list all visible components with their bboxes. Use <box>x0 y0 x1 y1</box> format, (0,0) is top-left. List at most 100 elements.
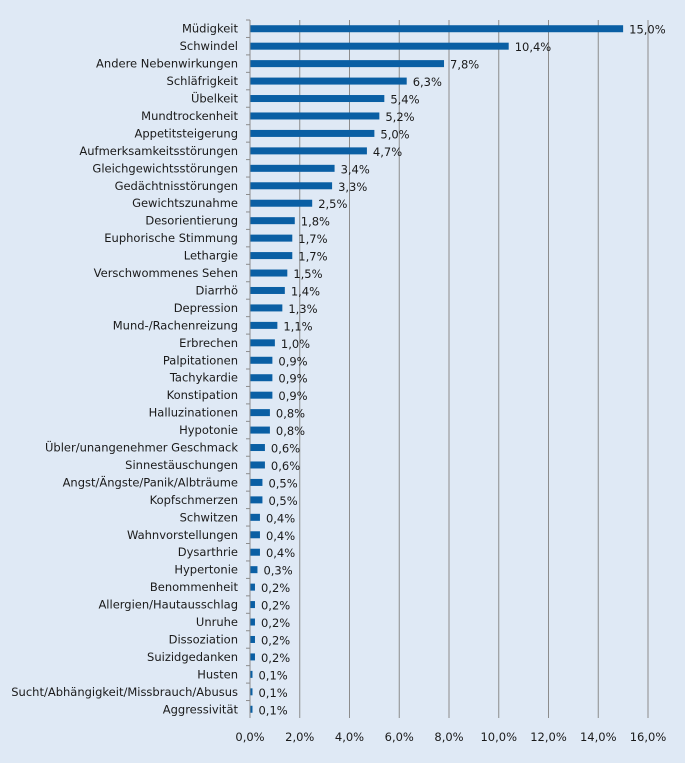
bar <box>250 129 375 137</box>
bar <box>250 409 270 417</box>
value-label: 0,9% <box>278 372 307 386</box>
value-label: 15,0% <box>629 23 666 37</box>
category-label: Müdigkeit <box>182 22 239 36</box>
value-label: 0,2% <box>261 581 290 595</box>
category-label: Aggressivität <box>163 702 239 716</box>
bar <box>250 601 255 609</box>
bar <box>250 444 265 452</box>
bar <box>250 199 313 207</box>
value-label: 1,5% <box>293 267 322 281</box>
category-label: Übelkeit <box>191 90 239 106</box>
value-label: 0,4% <box>266 511 295 525</box>
value-label: 5,0% <box>380 127 409 141</box>
bar <box>250 182 333 190</box>
category-label: Appetitsteigerung <box>134 126 238 140</box>
value-label: 1,0% <box>281 337 310 351</box>
category-label: Benommenheit <box>150 580 239 594</box>
category-label: Konstipation <box>167 388 238 402</box>
value-label: 0,5% <box>268 476 297 490</box>
bar <box>250 653 255 661</box>
value-label: 0,2% <box>261 616 290 630</box>
category-label: Lethargie <box>184 249 238 263</box>
bar <box>250 42 509 50</box>
x-tick-label: 4,0% <box>335 730 364 744</box>
category-label: Desorientierung <box>145 214 238 228</box>
bar <box>250 513 260 521</box>
x-tick-label: 6,0% <box>385 730 414 744</box>
axes <box>246 19 251 718</box>
value-label: 10,4% <box>515 40 552 54</box>
bar <box>250 25 624 33</box>
category-label: Unruhe <box>196 615 238 629</box>
value-label: 5,2% <box>385 110 414 124</box>
value-label: 0,1% <box>258 668 287 682</box>
category-label: Sucht/Abhängigkeit/Missbrauch/Abusus <box>11 685 238 699</box>
value-label: 3,4% <box>341 162 370 176</box>
bar <box>250 164 335 172</box>
category-label: Mund-/Rachenreizung <box>113 318 238 332</box>
bar <box>250 635 255 643</box>
value-label: 0,1% <box>258 686 287 700</box>
category-label: Kopfschmerzen <box>150 493 238 507</box>
x-tick-label: 8,0% <box>434 730 463 744</box>
value-label: 3,3% <box>338 180 367 194</box>
bar <box>250 618 255 626</box>
category-label: Husten <box>197 667 238 681</box>
labels: 0,0% 2,0% 4,0% 6,0% 8,0% 10,0% 12,0% 14,0% 16,0%… <box>11 22 666 744</box>
bar <box>250 60 445 68</box>
value-label: 1,7% <box>298 232 327 246</box>
value-label: 5,4% <box>390 93 419 107</box>
value-label: 0,5% <box>268 494 297 508</box>
category-label: Halluzinationen <box>149 406 238 420</box>
category-label: Palpitationen <box>163 353 238 367</box>
category-label: Gleichgewichtsstörungen <box>92 161 238 175</box>
value-label: 4,7% <box>373 145 402 159</box>
category-label: Schwindel <box>180 39 238 53</box>
category-label: Depression <box>174 301 238 315</box>
category-label: Suizidgedanken <box>147 650 238 664</box>
bar <box>250 670 253 678</box>
category-label: Wahnvorstellungen <box>127 528 238 542</box>
x-tick-label: 12,0% <box>530 730 567 744</box>
value-label: 0,2% <box>261 651 290 665</box>
bar <box>250 566 258 574</box>
bar <box>250 583 255 591</box>
value-label: 0,8% <box>276 424 305 438</box>
value-label: 1,4% <box>291 284 320 298</box>
x-tick-label: 2,0% <box>285 730 314 744</box>
category-label: Schläfrigkeit <box>167 74 239 88</box>
category-label: Gewichtszunahme <box>132 196 238 210</box>
category-label: Dysarthrie <box>178 545 238 559</box>
value-label: 0,6% <box>271 442 300 456</box>
category-label: Diarrhö <box>196 283 238 297</box>
value-label: 0,3% <box>263 564 292 578</box>
bar <box>250 77 407 85</box>
category-label: Hypotonie <box>179 423 238 437</box>
value-label: 0,4% <box>266 546 295 560</box>
bar <box>250 234 293 242</box>
bar <box>250 269 288 277</box>
category-label: Aufmerksamkeitsstörungen <box>79 144 238 158</box>
category-label: Erbrechen <box>179 336 238 350</box>
category-label: Gedächtnisstörungen <box>115 179 238 193</box>
bar <box>250 217 295 225</box>
value-label: 1,8% <box>301 215 330 229</box>
category-label: Andere Nebenwirkungen <box>96 57 238 71</box>
bar <box>250 531 260 539</box>
value-label: 7,8% <box>450 58 479 72</box>
value-label: 1,7% <box>298 250 327 264</box>
bar <box>250 356 273 364</box>
x-tick-label: 10,0% <box>480 730 517 744</box>
bar <box>250 496 263 504</box>
value-label: 1,1% <box>283 319 312 333</box>
bar <box>250 705 253 713</box>
bar <box>250 304 283 312</box>
category-label: Übler/unangenehmer Geschmack <box>45 439 238 455</box>
bar <box>250 252 293 260</box>
value-label: 0,4% <box>266 529 295 543</box>
x-tick-label: 0,0% <box>235 730 264 744</box>
bar <box>250 286 285 294</box>
bar <box>250 426 270 434</box>
grid-lines <box>299 20 649 718</box>
